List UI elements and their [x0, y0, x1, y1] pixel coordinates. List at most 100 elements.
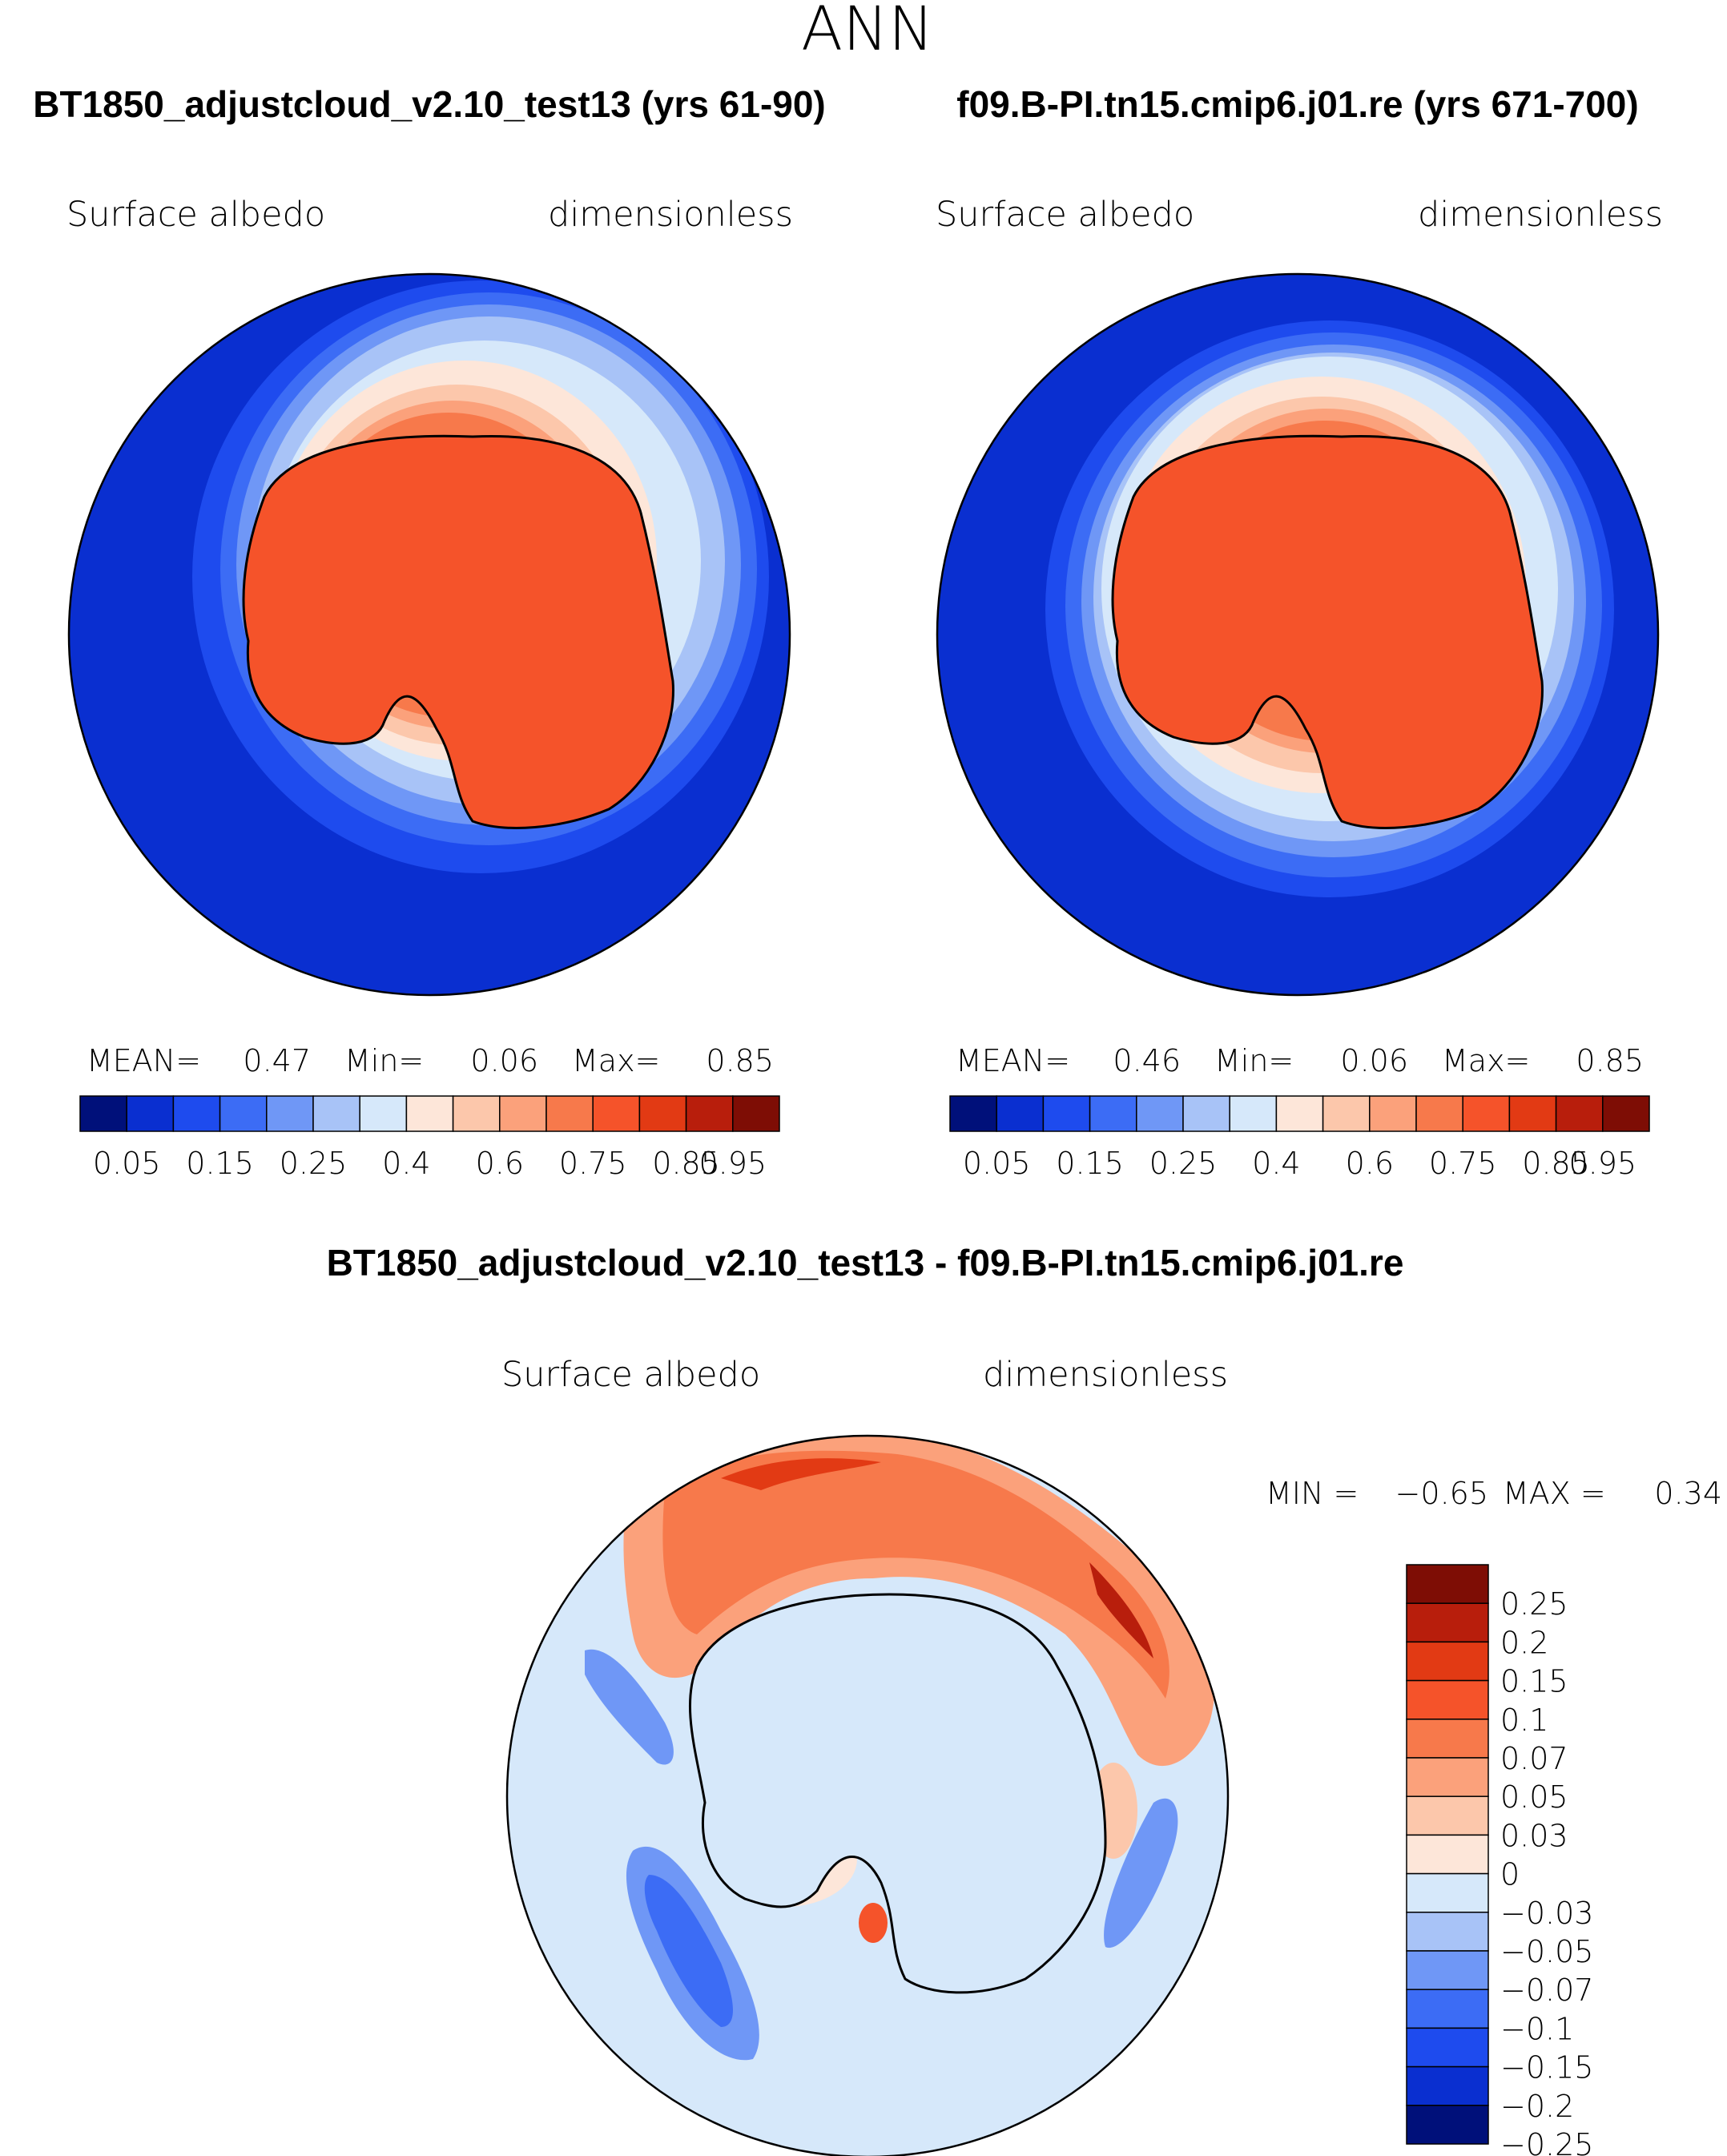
panel-right-map — [937, 274, 1658, 995]
colorbar-tick-label: 0.05 — [1500, 1779, 1568, 1815]
panel-diff-title: BT1850_adjustcloud_v2.10_test13 - f09.B-… — [327, 1242, 1404, 1284]
colorbar-tick-label: 0.03 — [1500, 1818, 1568, 1853]
colorbar-swatch — [312, 1095, 360, 1132]
colorbar-swatch — [1042, 1095, 1091, 1132]
colorbar-swatch — [1406, 1834, 1489, 1875]
colorbar-swatch — [405, 1095, 454, 1132]
colorbar-swatch — [1508, 1095, 1557, 1132]
panel-diff-min-label: MIN = — [1266, 1476, 1359, 1511]
panel-left: BT1850_adjustcloud_v2.10_test13 (yrs 61-… — [33, 83, 826, 1181]
colorbar-swatch — [1089, 1095, 1137, 1132]
colorbar-swatch — [499, 1095, 547, 1132]
panel-right-variable: Surface albedo — [936, 195, 1194, 235]
colorbar-swatch — [1415, 1095, 1463, 1132]
colorbar-swatch — [1406, 1679, 1489, 1720]
panel-diff-coastline — [688, 1593, 1107, 1994]
colorbar-swatch — [1229, 1095, 1278, 1132]
panel-left-coastline — [242, 434, 674, 829]
colorbar-tick-label: 0.05 — [963, 1146, 1031, 1181]
panel-diff-max-label: MAX = — [1503, 1476, 1606, 1511]
colorbar-swatch — [1406, 1602, 1489, 1643]
panel-left-map — [69, 274, 790, 995]
colorbar-tick-label: 0.2 — [1500, 1625, 1548, 1660]
panel-diff-units: dimensionless — [983, 1355, 1228, 1395]
colorbar-tick-label: 0.15 — [186, 1146, 254, 1181]
colorbar-swatch — [1406, 2105, 1489, 2145]
colorbar-swatch — [1406, 1641, 1489, 1682]
panel-diff: BT1850_adjustcloud_v2.10_test13 - f09.B-… — [327, 1242, 1722, 2156]
colorbar-swatch — [1406, 2065, 1489, 2106]
colorbar-tick-label: 0.95 — [1568, 1146, 1636, 1181]
panel-right-mean-label: MEAN= — [956, 1043, 1070, 1078]
colorbar-swatch — [1406, 2027, 1489, 2068]
colorbar-swatch — [638, 1095, 687, 1132]
colorbar-tick-label: 0.15 — [1500, 1664, 1568, 1699]
colorbar-tick-label: 0.1 — [1500, 1703, 1548, 1738]
panel-left-min-value: 0.06 — [470, 1043, 538, 1078]
colorbar-tick-label: −0.03 — [1500, 1896, 1593, 1931]
colorbar-swatch — [1406, 1795, 1489, 1836]
colorbar-tick-label: 0.85 — [652, 1146, 720, 1181]
panel-diff-min-value: −0.65 — [1395, 1476, 1488, 1511]
colorbar-tick-label: 0.95 — [698, 1146, 767, 1181]
colorbar-swatch — [1322, 1095, 1371, 1132]
panel-right-units: dimensionless — [1418, 195, 1663, 235]
colorbar-swatch — [1555, 1095, 1604, 1132]
colorbar-swatch — [1369, 1095, 1417, 1132]
panel-diff-map — [507, 1436, 1228, 2156]
colorbar-swatch — [1406, 1564, 1489, 1604]
panel-right-min-label: Min= — [1214, 1043, 1294, 1078]
colorbar-swatch — [1462, 1095, 1511, 1132]
colorbar-tick-label: −0.25 — [1500, 2127, 1593, 2156]
colorbar-tick-label: 0.75 — [1429, 1146, 1497, 1181]
colorbar-tick-label: −0.07 — [1500, 1973, 1593, 2008]
panel-diff-variable: Surface albedo — [501, 1355, 760, 1395]
panel-right-mean-value: 0.46 — [1113, 1043, 1181, 1078]
panel-left-stats: MEAN= 0.47 Min= 0.06 Max= 0.85 — [87, 1043, 774, 1078]
colorbar-tick-label: −0.05 — [1500, 1934, 1593, 1969]
colorbar-swatch — [732, 1095, 780, 1132]
panel-left-mean-value: 0.47 — [243, 1043, 311, 1078]
colorbar-swatch — [1406, 1989, 1489, 2029]
colorbar-swatch — [79, 1095, 127, 1132]
colorbar-swatch — [996, 1095, 1045, 1132]
colorbar-swatch — [1602, 1095, 1650, 1132]
panel-right-min-value: 0.06 — [1340, 1043, 1408, 1078]
colorbar-tick-label: 0.25 — [280, 1146, 348, 1181]
colorbar-tick-label: 0 — [1500, 1857, 1520, 1892]
panel-left-min-label: Min= — [344, 1043, 424, 1078]
panel-diff-stats: MIN = −0.65 MAX = 0.34 — [1266, 1476, 1722, 1511]
colorbar-tick-label: −0.2 — [1500, 2089, 1574, 2124]
colorbar-swatch — [126, 1095, 175, 1132]
colorbar-tick-label: 0.6 — [476, 1146, 524, 1181]
colorbar-tick-label: 0.15 — [1056, 1146, 1124, 1181]
panel-left-max-value: 0.85 — [706, 1043, 774, 1078]
panel-diff-max-value: 0.34 — [1654, 1476, 1722, 1511]
colorbar-tick-label: −0.15 — [1500, 2050, 1593, 2085]
panel-right-max-value: 0.85 — [1576, 1043, 1644, 1078]
panel-left-mean-label: MEAN= — [87, 1043, 201, 1078]
colorbar-swatch — [1406, 1719, 1489, 1759]
colorbar-swatch — [219, 1095, 268, 1132]
colorbar-swatch — [592, 1095, 641, 1132]
panel-right-coastline — [1111, 434, 1544, 829]
colorbar-swatch — [1182, 1095, 1230, 1132]
colorbar-swatch — [1136, 1095, 1184, 1132]
panel-right-max-label: Max= — [1442, 1043, 1530, 1078]
colorbar-tick-label: 0.25 — [1500, 1586, 1568, 1622]
panel-left-units: dimensionless — [548, 195, 793, 235]
colorbar-tick-label: 0.05 — [93, 1146, 161, 1181]
colorbar-tick-label: 0.85 — [1522, 1146, 1590, 1181]
colorbar-swatch — [452, 1095, 501, 1132]
colorbar-swatch — [1275, 1095, 1324, 1132]
colorbar-swatch — [545, 1095, 594, 1132]
page-title: ANN — [801, 0, 934, 64]
colorbar-swatch — [1406, 1912, 1489, 1952]
colorbar-swatch — [949, 1095, 997, 1132]
panel-right: f09.B-PI.tn15.cmip6.j01.re (yrs 671-700)… — [936, 83, 1663, 1181]
colorbar-swatch — [172, 1095, 221, 1132]
panel-left-title: BT1850_adjustcloud_v2.10_test13 (yrs 61-… — [33, 83, 826, 125]
colorbar-swatch — [685, 1095, 734, 1132]
colorbar-tick-label: 0.6 — [1346, 1146, 1394, 1181]
colorbar-swatch — [266, 1095, 314, 1132]
